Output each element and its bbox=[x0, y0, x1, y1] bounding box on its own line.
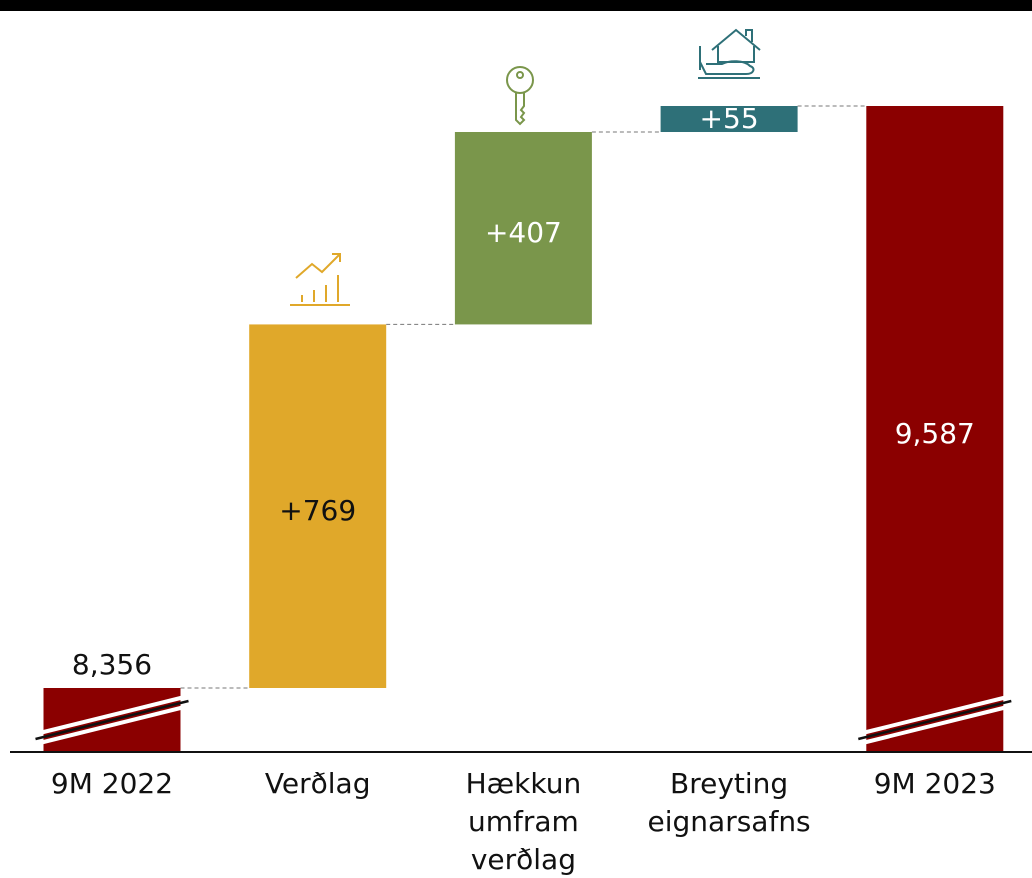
x-tick-label: Verðlag bbox=[265, 767, 371, 800]
bar bbox=[866, 106, 1004, 752]
axis-break bbox=[35, 694, 189, 736]
value-label: 8,356 bbox=[72, 648, 152, 681]
x-tick-label: 9M 2023 bbox=[874, 767, 996, 800]
axis-break bbox=[857, 699, 1012, 741]
axis-break bbox=[35, 704, 189, 746]
value-label: +407 bbox=[485, 216, 562, 249]
bar bbox=[660, 106, 798, 133]
x-tick-label: Breyting eignarsafns bbox=[648, 767, 811, 838]
top-rule bbox=[0, 0, 1032, 11]
x-tick-label: 9M 2022 bbox=[51, 767, 173, 800]
bars: 8,356 9M 2022 +769 Verðlag +407 Hækkun umfram v… bbox=[35, 102, 1012, 876]
bar bbox=[249, 324, 387, 688]
axis-break bbox=[35, 699, 189, 741]
x-tick-label: Hækkun umfram verðlag bbox=[466, 767, 582, 876]
axis-break bbox=[857, 694, 1012, 736]
icon-key bbox=[506, 66, 534, 126]
value-label: +769 bbox=[279, 494, 356, 527]
axis-break bbox=[857, 704, 1012, 746]
value-label: 9,587 bbox=[895, 417, 975, 450]
value-label: +55 bbox=[700, 102, 759, 135]
icon-house bbox=[698, 28, 761, 79]
bar bbox=[454, 132, 592, 325]
icon-trend bbox=[290, 253, 350, 306]
